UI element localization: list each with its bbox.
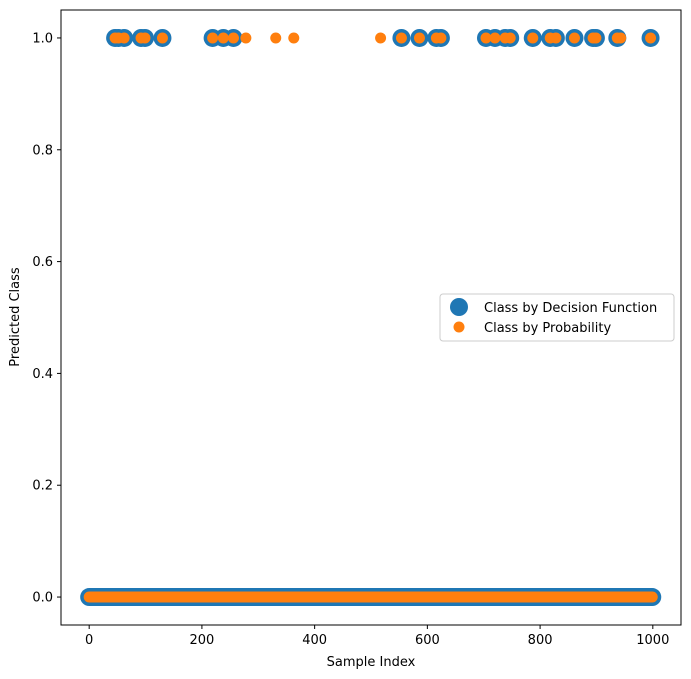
probability-point [118,32,130,44]
x-tick-label: 0 [85,633,93,648]
probability-point [645,32,657,44]
probability-point [480,32,492,44]
y-axis-ticks: 0.0 0.2 0.4 0.6 0.8 1.0 [32,31,61,606]
legend: Class by Decision Function Class by Prob… [439,293,675,342]
y-tick-label: 1.0 [32,31,53,46]
x-axis-label: Sample Index [327,655,416,670]
probability-point [504,32,516,44]
probability-point [139,32,151,44]
probability-point [217,32,229,44]
x-tick-label: 600 [415,633,440,648]
y-tick-label: 0.6 [32,255,53,270]
y-tick-label: 0.8 [32,143,53,158]
y-tick-label: 0.4 [32,367,53,382]
probability-point [527,32,539,44]
probability-point [550,32,562,44]
probability-point [413,32,425,44]
probability-point [240,32,252,44]
probability-point [375,32,387,44]
x-tick-label: 800 [528,633,553,648]
x-tick-label: 200 [189,633,214,648]
positive-class-points [106,28,660,47]
x-tick-label: 400 [302,633,327,648]
legend-probability-marker [453,321,465,333]
y-axis-label: Predicted Class [8,267,23,367]
y-tick-label: 0.2 [32,479,53,494]
probability-point [207,32,219,44]
x-tick-label: 1000 [636,633,669,648]
probability-point [270,32,282,44]
legend-probability-label: Class by Probability [484,321,611,336]
probability-point [568,32,580,44]
legend-decision-marker [450,298,468,316]
probability-point [489,32,501,44]
probability-point [615,32,627,44]
probability-point [435,32,447,44]
probability-point [395,32,407,44]
probability-point [156,32,168,44]
probability-point [288,32,300,44]
x-axis-ticks: 0 200 400 600 800 1000 [85,625,669,648]
y-tick-label: 0.0 [32,591,53,606]
probability-point [227,32,239,44]
probability-point [590,32,602,44]
legend-decision-label: Class by Decision Function [484,301,657,316]
legend-frame [439,293,675,342]
plot-frame [60,9,682,626]
